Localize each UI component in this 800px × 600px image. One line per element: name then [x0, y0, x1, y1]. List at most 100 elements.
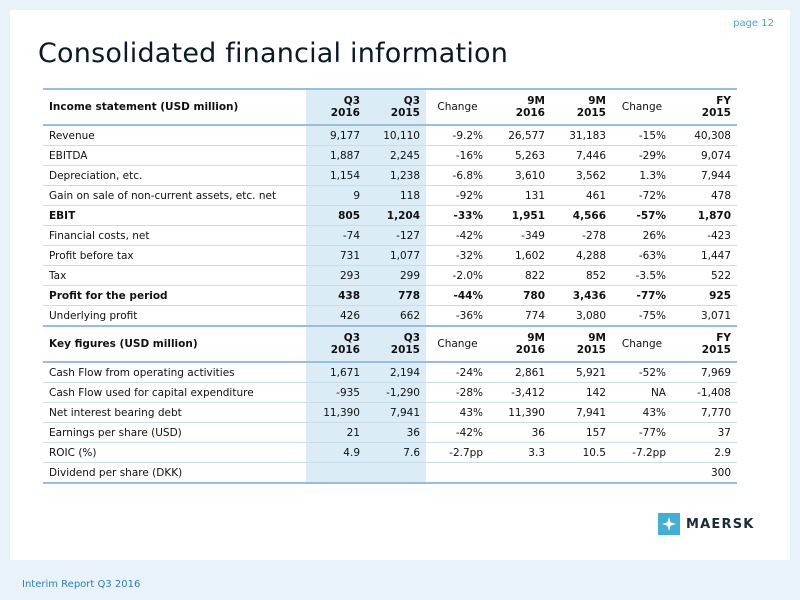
- table-cell: 7,944: [672, 165, 737, 186]
- table-cell: 478: [672, 185, 737, 206]
- table-row: Profit for the period 438 778 -44% 780 3,436-…: [43, 285, 737, 306]
- table-cell: 3.3: [489, 442, 551, 463]
- table-row: Revenue 9,177 10,110 -9.2% 26,577 31,183 -15% 4…: [43, 125, 737, 146]
- table-cell: 2.9: [672, 442, 737, 463]
- table-row: EBITDA 1,887 2,245 -16% 5,263 7,446 -29% 9,074: [43, 145, 737, 166]
- column-header: FY 2015: [672, 88, 737, 126]
- table-cell: 1,671: [306, 362, 366, 383]
- table-cell: 1,887: [306, 145, 366, 166]
- table-cell: 438: [306, 285, 366, 306]
- table-cell: -74: [306, 225, 366, 246]
- table-cell: 4.9: [306, 442, 366, 463]
- table-cell: -75%: [612, 305, 672, 327]
- table-cell: 43%: [426, 402, 489, 423]
- table-cell: 3,071: [672, 305, 737, 327]
- table-cell: -2.7pp: [426, 442, 489, 463]
- table-cell: 1,238: [366, 165, 426, 186]
- row-label: Revenue: [43, 125, 306, 146]
- table-cell: 118: [366, 185, 426, 206]
- table-cell: 774: [489, 305, 551, 327]
- table-cell: -7.2pp: [612, 442, 672, 463]
- table-cell: 7,969: [672, 362, 737, 383]
- row-label: Net interest bearing debt: [43, 402, 306, 423]
- table-cell: -42%: [426, 422, 489, 443]
- logo-wordmark: MAERSK: [686, 516, 755, 532]
- column-header: 9M 2015: [551, 88, 612, 126]
- table-cell: 3,562: [551, 165, 612, 186]
- column-header: FY 2015: [672, 325, 737, 363]
- row-label: Cash Flow from operating activities: [43, 362, 306, 383]
- table-row: Financial costs, net -74 -127 -42% -349 -278 2…: [43, 225, 737, 246]
- table-cell: 10.5: [551, 442, 612, 463]
- table-row: Tax 293 299 -2.0% 822 852 -3.5% 522: [43, 265, 737, 286]
- table-cell: 9,074: [672, 145, 737, 166]
- table-cell: 1,951: [489, 205, 551, 226]
- table-cell: 7,941: [366, 402, 426, 423]
- table-cell: -935: [306, 382, 366, 403]
- table-cell: -77%: [612, 422, 672, 443]
- table-cell: 3,436: [551, 285, 612, 306]
- page-title: Consolidated financial information: [38, 38, 509, 69]
- table-cell: 1,870: [672, 205, 737, 226]
- table-cell: 11,390: [489, 402, 551, 423]
- table-cell: 1,204: [366, 205, 426, 226]
- row-label: Profit for the period: [43, 285, 306, 306]
- row-label: Dividend per share (DKK): [43, 462, 306, 484]
- table-cell: 293: [306, 265, 366, 286]
- table-cell: 822: [489, 265, 551, 286]
- column-header: Change: [426, 325, 489, 363]
- table-cell: 1,077: [366, 245, 426, 266]
- table-cell: 37: [672, 422, 737, 443]
- column-header: Q3 2016: [306, 88, 366, 126]
- table-cell: -3,412: [489, 382, 551, 403]
- table-cell: 142: [551, 382, 612, 403]
- table-cell: 461: [551, 185, 612, 206]
- table-cell: 43%: [612, 402, 672, 423]
- table-row: Cash Flow from operating activities 1,671…: [43, 362, 737, 383]
- table-cell: 3,080: [551, 305, 612, 327]
- table-cell: 731: [306, 245, 366, 266]
- table-cell: -63%: [612, 245, 672, 266]
- table-cell: -16%: [426, 145, 489, 166]
- table-cell: -24%: [426, 362, 489, 383]
- table-cell: -6.8%: [426, 165, 489, 186]
- table-row: Gain on sale of non-current assets, etc.…: [43, 185, 737, 206]
- column-header: 9M 2016: [489, 325, 551, 363]
- table-cell: 1,602: [489, 245, 551, 266]
- table-cell: 21: [306, 422, 366, 443]
- row-label: Profit before tax: [43, 245, 306, 266]
- table-cell: -36%: [426, 305, 489, 327]
- table-cell: [426, 462, 489, 484]
- table-cell: -1,290: [366, 382, 426, 403]
- page-number: page 12: [733, 18, 774, 29]
- table-cell: -92%: [426, 185, 489, 206]
- table-cell: 1,447: [672, 245, 737, 266]
- table-cell: 662: [366, 305, 426, 327]
- table-row: Cash Flow used for capital expenditure -9…: [43, 382, 737, 403]
- table-cell: -278: [551, 225, 612, 246]
- table-cell: 778: [366, 285, 426, 306]
- column-header: 9M 2015: [551, 325, 612, 363]
- table-cell: 9: [306, 185, 366, 206]
- key_figures-header-label: Key figures (USD million): [43, 325, 306, 363]
- table-cell: 522: [672, 265, 737, 286]
- table-cell: 36: [366, 422, 426, 443]
- row-label: Earnings per share (USD): [43, 422, 306, 443]
- table-cell: 31,183: [551, 125, 612, 146]
- table-cell: -44%: [426, 285, 489, 306]
- row-label: EBITDA: [43, 145, 306, 166]
- table-cell: -15%: [612, 125, 672, 146]
- table-row: Profit before tax 731 1,077 -32% 1,602 4,288-…: [43, 245, 737, 266]
- table-cell: -72%: [612, 185, 672, 206]
- table-row: Dividend per share (DKK) 300: [43, 462, 737, 484]
- table-cell: -423: [672, 225, 737, 246]
- table-cell: -52%: [612, 362, 672, 383]
- table-cell: 40,308: [672, 125, 737, 146]
- table-cell: -1,408: [672, 382, 737, 403]
- table-cell: NA: [612, 382, 672, 403]
- row-label: Gain on sale of non-current assets, etc.…: [43, 185, 306, 206]
- row-label: ROIC (%): [43, 442, 306, 463]
- table-cell: 7,446: [551, 145, 612, 166]
- row-label: Underlying profit: [43, 305, 306, 327]
- table-row: EBIT 805 1,204 -33% 1,951 4,566 -57% 1,870: [43, 205, 737, 226]
